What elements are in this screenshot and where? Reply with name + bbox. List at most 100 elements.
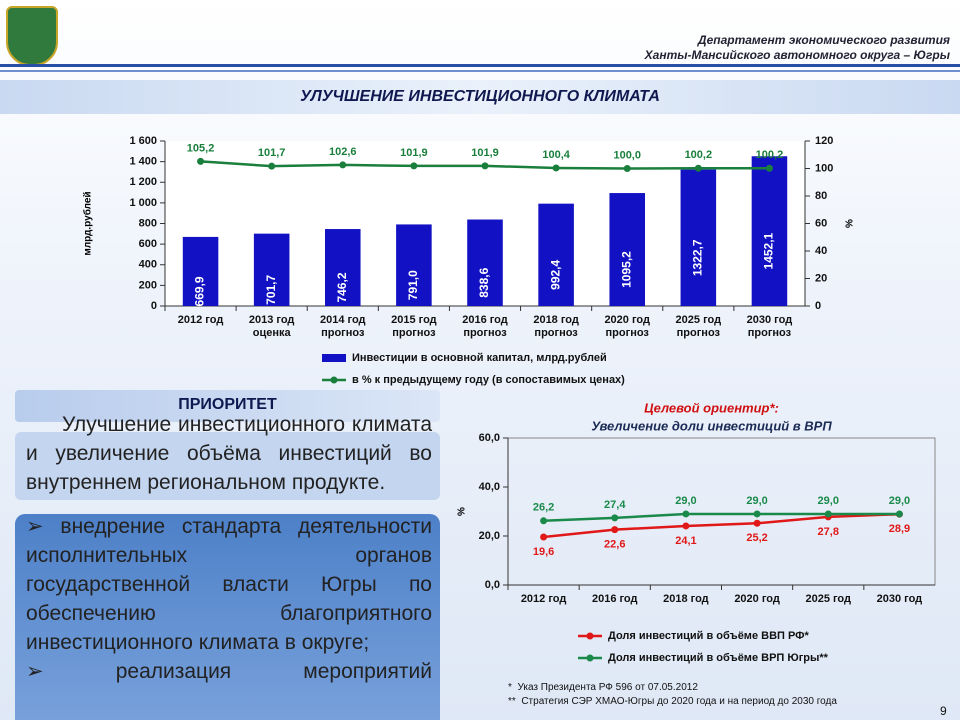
legend-label: Доля инвестиций в объёме ВРП Югры** [608, 652, 829, 664]
point-value-label: 102,6 [329, 146, 357, 158]
x-tick-label: 2014 год прогноз [320, 314, 366, 339]
point-value-label: 100,2 [685, 149, 713, 161]
line-point [753, 519, 761, 527]
point-value-label: 19,6 [533, 546, 554, 558]
y2-tick-label: 0 [815, 300, 821, 312]
y2-tick-label: 120 [815, 135, 833, 147]
bar [609, 193, 645, 306]
bar-value-label: 992,4 [548, 259, 562, 289]
plot-area [507, 437, 936, 586]
point-value-label: 100,0 [613, 149, 641, 161]
x-tick-label: 2018 год [663, 593, 709, 605]
bar-value-label: 746,2 [335, 272, 349, 302]
x-tick-label: 2012 год [520, 593, 567, 605]
legend-swatch [586, 654, 594, 662]
y-tick-label: 1 200 [129, 176, 157, 188]
x-tick-label: 2020 год прогноз [604, 314, 650, 339]
y2-tick-label: 80 [815, 190, 827, 202]
y2-tick-label: 100 [815, 162, 833, 174]
x-tick-label: 2016 год прогноз [462, 314, 508, 339]
y-tick-label: 800 [139, 217, 157, 229]
point-value-label: 29,0 [889, 495, 910, 507]
line-point [682, 510, 690, 518]
title-bar [0, 80, 960, 114]
point-value-label: 27,8 [818, 526, 839, 538]
y2-tick-label: 60 [815, 217, 827, 229]
point-value-label: 26,2 [533, 502, 554, 514]
bar [751, 156, 788, 306]
point-value-label: 27,4 [604, 499, 626, 511]
line-point [824, 510, 832, 518]
point-value-label: 28,9 [889, 523, 910, 535]
line-point [765, 164, 773, 172]
bar [325, 229, 361, 306]
point-value-label: 100,2 [756, 149, 784, 161]
x-tick-label: 2018 год прогноз [533, 314, 579, 339]
legend-label: Доля инвестиций в объёме ВВП РФ* [608, 630, 810, 642]
bar-value-label: 669,9 [193, 276, 207, 306]
y-tick-label: 1 600 [129, 135, 157, 147]
point-value-label: 105,2 [187, 142, 215, 154]
line-point [552, 164, 560, 172]
chart-subtitle: Увеличение доли инвестиций в ВРП [591, 418, 832, 433]
line-point [481, 162, 489, 170]
x-tick-label: 2020 год [734, 593, 780, 605]
bar [680, 169, 717, 306]
point-value-label: 25,2 [746, 532, 767, 544]
page-number: 9 [940, 704, 947, 718]
footnote: ** Стратегия СЭР ХМАО-Югры до 2020 года … [508, 696, 837, 707]
y2-tick-label: 20 [815, 272, 827, 284]
bar [396, 224, 432, 306]
point-value-label: 22,6 [604, 539, 625, 551]
bar-value-label: 838,6 [477, 267, 491, 297]
point-value-label: 101,9 [471, 147, 499, 159]
priority-text: Улучшение инвестиционного климата и увел… [26, 413, 432, 494]
header-stripe [0, 70, 960, 72]
x-tick-label: 2015 год прогноз [391, 314, 437, 339]
line-point [339, 161, 347, 169]
bar-value-label: 791,0 [406, 270, 420, 300]
logo [6, 6, 58, 66]
x-tick-label: 2013 год оценка [248, 314, 295, 339]
footnote: * Указ Президента РФ 596 от 07.05.2012 [508, 682, 698, 693]
point-value-label: 101,9 [400, 147, 428, 159]
line-point [682, 522, 690, 530]
line-point [540, 533, 548, 541]
line-point [694, 164, 702, 172]
y-tick-label: 20,0 [479, 530, 500, 542]
chart-title: Целевой ориентир*: [644, 400, 779, 415]
y-tick-label: 0,0 [485, 579, 500, 591]
bar-value-label: 1322,7 [691, 239, 705, 276]
line-point [895, 510, 903, 518]
legend-label: в % к предыдущему году (в сопоставимых ц… [352, 374, 625, 386]
bar [538, 203, 574, 306]
bar-value-label: 1095,2 [619, 251, 633, 288]
bar-value-label: 701,7 [264, 274, 278, 304]
bar [467, 219, 503, 306]
point-value-label: 101,7 [258, 147, 286, 159]
header-line2: Ханты-Мансийского автономного округа – Ю… [644, 48, 950, 62]
y-tick-label: 0 [151, 300, 157, 312]
point-value-label: 29,0 [746, 495, 767, 507]
y-tick-label: 1 000 [129, 197, 157, 209]
bar-value-label: 1452,1 [762, 232, 776, 269]
y-tick-label: 600 [139, 238, 157, 250]
line-series [543, 512, 900, 539]
line-point [410, 162, 418, 170]
line-point [753, 510, 761, 518]
legend-label: Инвестиции в основной капитал, млрд.рубл… [352, 352, 607, 364]
items: ➢ внедрение стандарта деятельности испол… [26, 512, 432, 720]
line-point [197, 157, 205, 165]
line-series [543, 512, 900, 523]
y2-axis-label: % [845, 219, 856, 228]
legend-swatch [322, 354, 346, 362]
header-line1: Департамент экономического развития [697, 33, 950, 47]
priority-heading: ПРИОРИТЕТ [178, 396, 277, 413]
point-value-label: 29,0 [818, 495, 839, 507]
priority-item: ➢ реализация мероприятий [26, 660, 432, 683]
bar [182, 236, 219, 306]
line-point [268, 162, 276, 170]
y-tick-label: 60,0 [479, 432, 500, 444]
